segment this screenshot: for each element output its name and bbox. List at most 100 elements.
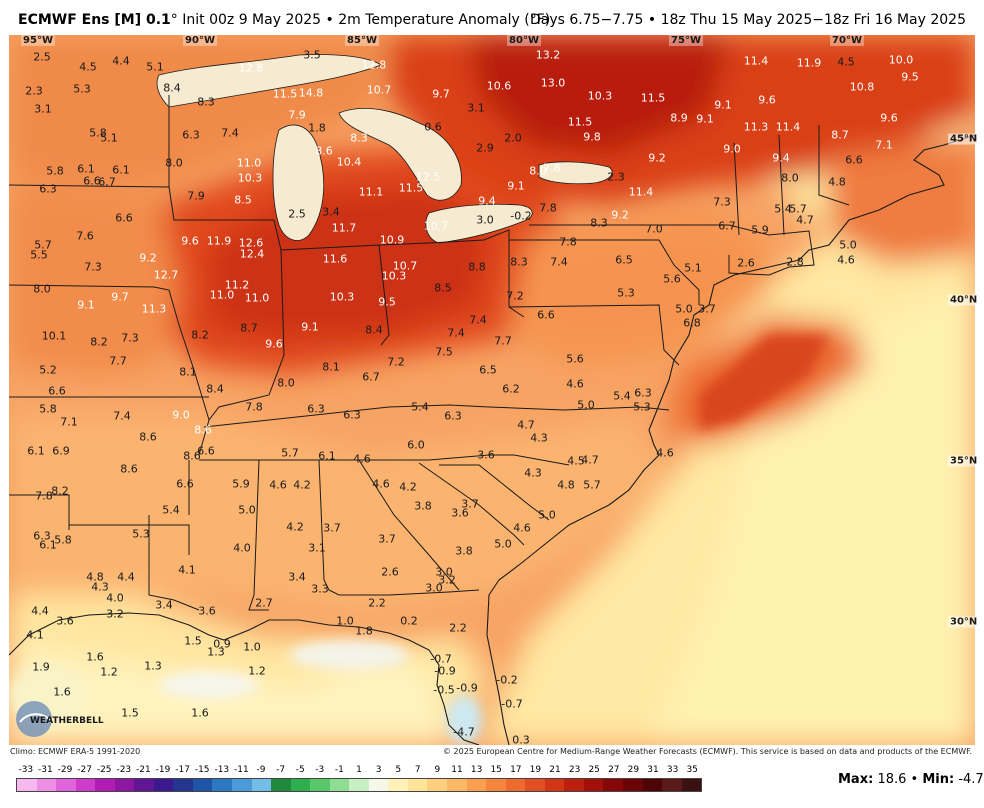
anomaly-value: 11.1 — [358, 185, 384, 199]
anomaly-value: 8.7 — [831, 128, 849, 142]
anomaly-value: 2.2 — [449, 621, 467, 635]
anomaly-value: 6.7 — [362, 370, 380, 384]
colorbar-swatch — [56, 779, 76, 791]
anomaly-value: 7.2 — [506, 289, 524, 303]
anomaly-value: 5.2 — [39, 363, 57, 377]
anomaly-value: 5.3 — [132, 527, 150, 541]
anomaly-value: 11.0 — [236, 156, 262, 170]
colorbar-swatch — [388, 779, 408, 791]
colorbar-tick-label: -29 — [57, 765, 73, 775]
colorbar-tick-label: 29 — [627, 765, 640, 775]
colorbar-swatch — [368, 779, 389, 791]
anomaly-value: 11.9 — [796, 56, 822, 70]
lon-label-85w: 85°W — [345, 35, 379, 46]
logo-text: WEATHERBELL — [30, 716, 104, 726]
min-value: -4.7 — [958, 772, 984, 787]
anomaly-value: -0.9 — [456, 681, 478, 695]
anomaly-value: 8.0 — [277, 376, 295, 390]
anomaly-value: 4.6 — [513, 521, 531, 535]
colorbar-swatch — [407, 779, 428, 791]
degree-mark: ° — [170, 12, 178, 28]
model-name: ECMWF Ens [M] 0.1 — [18, 12, 171, 28]
colorbar-swatch — [173, 779, 193, 791]
colorbar-tick-label: 11 — [451, 765, 463, 775]
anomaly-value: 4.8 — [828, 175, 846, 189]
weatherbell-logo: WEATHERBELL — [16, 701, 104, 737]
anomaly-value: 7.4 — [221, 126, 239, 140]
anomaly-value: -0.5 — [433, 683, 455, 697]
anomaly-value: 9.2 — [139, 251, 157, 265]
anomaly-value: 10.7 — [392, 259, 418, 273]
anomaly-value: 7.4 — [447, 326, 465, 340]
anomaly-value: 7.7 — [494, 334, 512, 348]
colorbar-tick-label: 23 — [568, 765, 581, 775]
anomaly-value: 6.3 — [33, 529, 51, 543]
anomaly-value: 5.8 — [89, 126, 107, 140]
anomaly-value: 6.3 — [307, 402, 325, 416]
anomaly-value: 8.3 — [590, 216, 608, 230]
anomaly-value: 7.8 — [245, 400, 263, 414]
anomaly-value: 1.5 — [121, 706, 139, 720]
anomaly-value: 4.0 — [233, 541, 251, 555]
anomaly-value: 6.6 — [83, 174, 101, 188]
anomaly-value: 8.4 — [163, 81, 181, 95]
anomaly-value: 4.0 — [106, 591, 124, 605]
anomaly-value: 9.4 — [478, 194, 496, 208]
anomaly-value: 2.5 — [33, 50, 51, 64]
anomaly-value: 1.0 — [243, 640, 261, 654]
colorbar-swatch — [251, 779, 272, 791]
anomaly-value: 5.3 — [633, 400, 651, 414]
anomaly-value: 7.3 — [84, 260, 102, 274]
anomaly-value: 2.6 — [381, 565, 399, 579]
anomaly-value: 9.0 — [723, 142, 741, 156]
valid-period: Days 6.75−7.75 • 18z Thu 15 May 2025−18z… — [529, 12, 966, 28]
colorbar-swatch — [447, 779, 467, 791]
anomaly-value: 8.4 — [206, 382, 224, 396]
anomaly-value: 5.1 — [146, 60, 164, 74]
anomaly-value: 4.8 — [86, 570, 104, 584]
lat-label-35n: 35°N — [948, 455, 980, 467]
colorbar-ticks: -33 -31 -29 -27 -25 -23 -21 -19 -17 -15 -13 -11 -9 -7… — [16, 765, 702, 777]
colorbar-swatch — [525, 779, 545, 791]
map-graphic — [9, 35, 975, 745]
anomaly-value: -4.7 — [453, 725, 475, 739]
anomaly-value: 5.0 — [675, 302, 693, 316]
anomaly-value: 4.7 — [517, 418, 535, 432]
colorbar-swatch — [583, 779, 604, 791]
anomaly-value: 11.3 — [743, 120, 769, 134]
colorbar-swatch — [36, 779, 57, 791]
anomaly-value: 11.5 — [272, 87, 298, 101]
anomaly-value: 11.4 — [775, 120, 801, 134]
anomaly-value: 3.2 — [106, 607, 124, 621]
anomaly-value: 6.1 — [77, 162, 95, 176]
anomaly-value: 2.7 — [255, 596, 273, 610]
lat-label-40n: 40°N — [948, 294, 980, 306]
anomaly-value: 10.3 — [381, 269, 407, 283]
anomaly-value: 8.0 — [165, 156, 183, 170]
anomaly-value: 5.3 — [617, 286, 635, 300]
colorbar-swatch — [642, 779, 663, 791]
anomaly-value: 3.2 — [438, 573, 456, 587]
anomaly-value: 4.5 — [837, 55, 855, 69]
lake-erie — [425, 203, 533, 244]
anomaly-value: 1.2 — [248, 664, 266, 678]
anomaly-value: 7.0 — [645, 222, 663, 236]
anomaly-value: 3.4 — [288, 570, 306, 584]
anomaly-value: 6.5 — [615, 253, 633, 267]
anomaly-value: 7.4 — [469, 313, 487, 327]
anomaly-value: 2.6 — [737, 256, 755, 270]
colorbar-tick-label: 27 — [608, 765, 620, 775]
anomaly-value: 8.1 — [179, 365, 197, 379]
anomaly-value: 1.6 — [86, 650, 104, 664]
lon-label-80w: 80°W — [507, 35, 541, 46]
anomaly-value: 4.2 — [399, 480, 417, 494]
colorbar-swatch — [466, 779, 487, 791]
colorbar — [16, 778, 702, 792]
anomaly-value: 5.8 — [46, 164, 64, 178]
anomaly-value: 3.1 — [34, 102, 52, 116]
anomaly-value: 10.7 — [366, 83, 392, 97]
anomaly-value: 7.1 — [875, 138, 893, 152]
anomaly-value: 12.5 — [415, 170, 441, 184]
anomaly-value: 3.5 — [303, 48, 321, 62]
anomaly-value: 6.3 — [634, 386, 652, 400]
